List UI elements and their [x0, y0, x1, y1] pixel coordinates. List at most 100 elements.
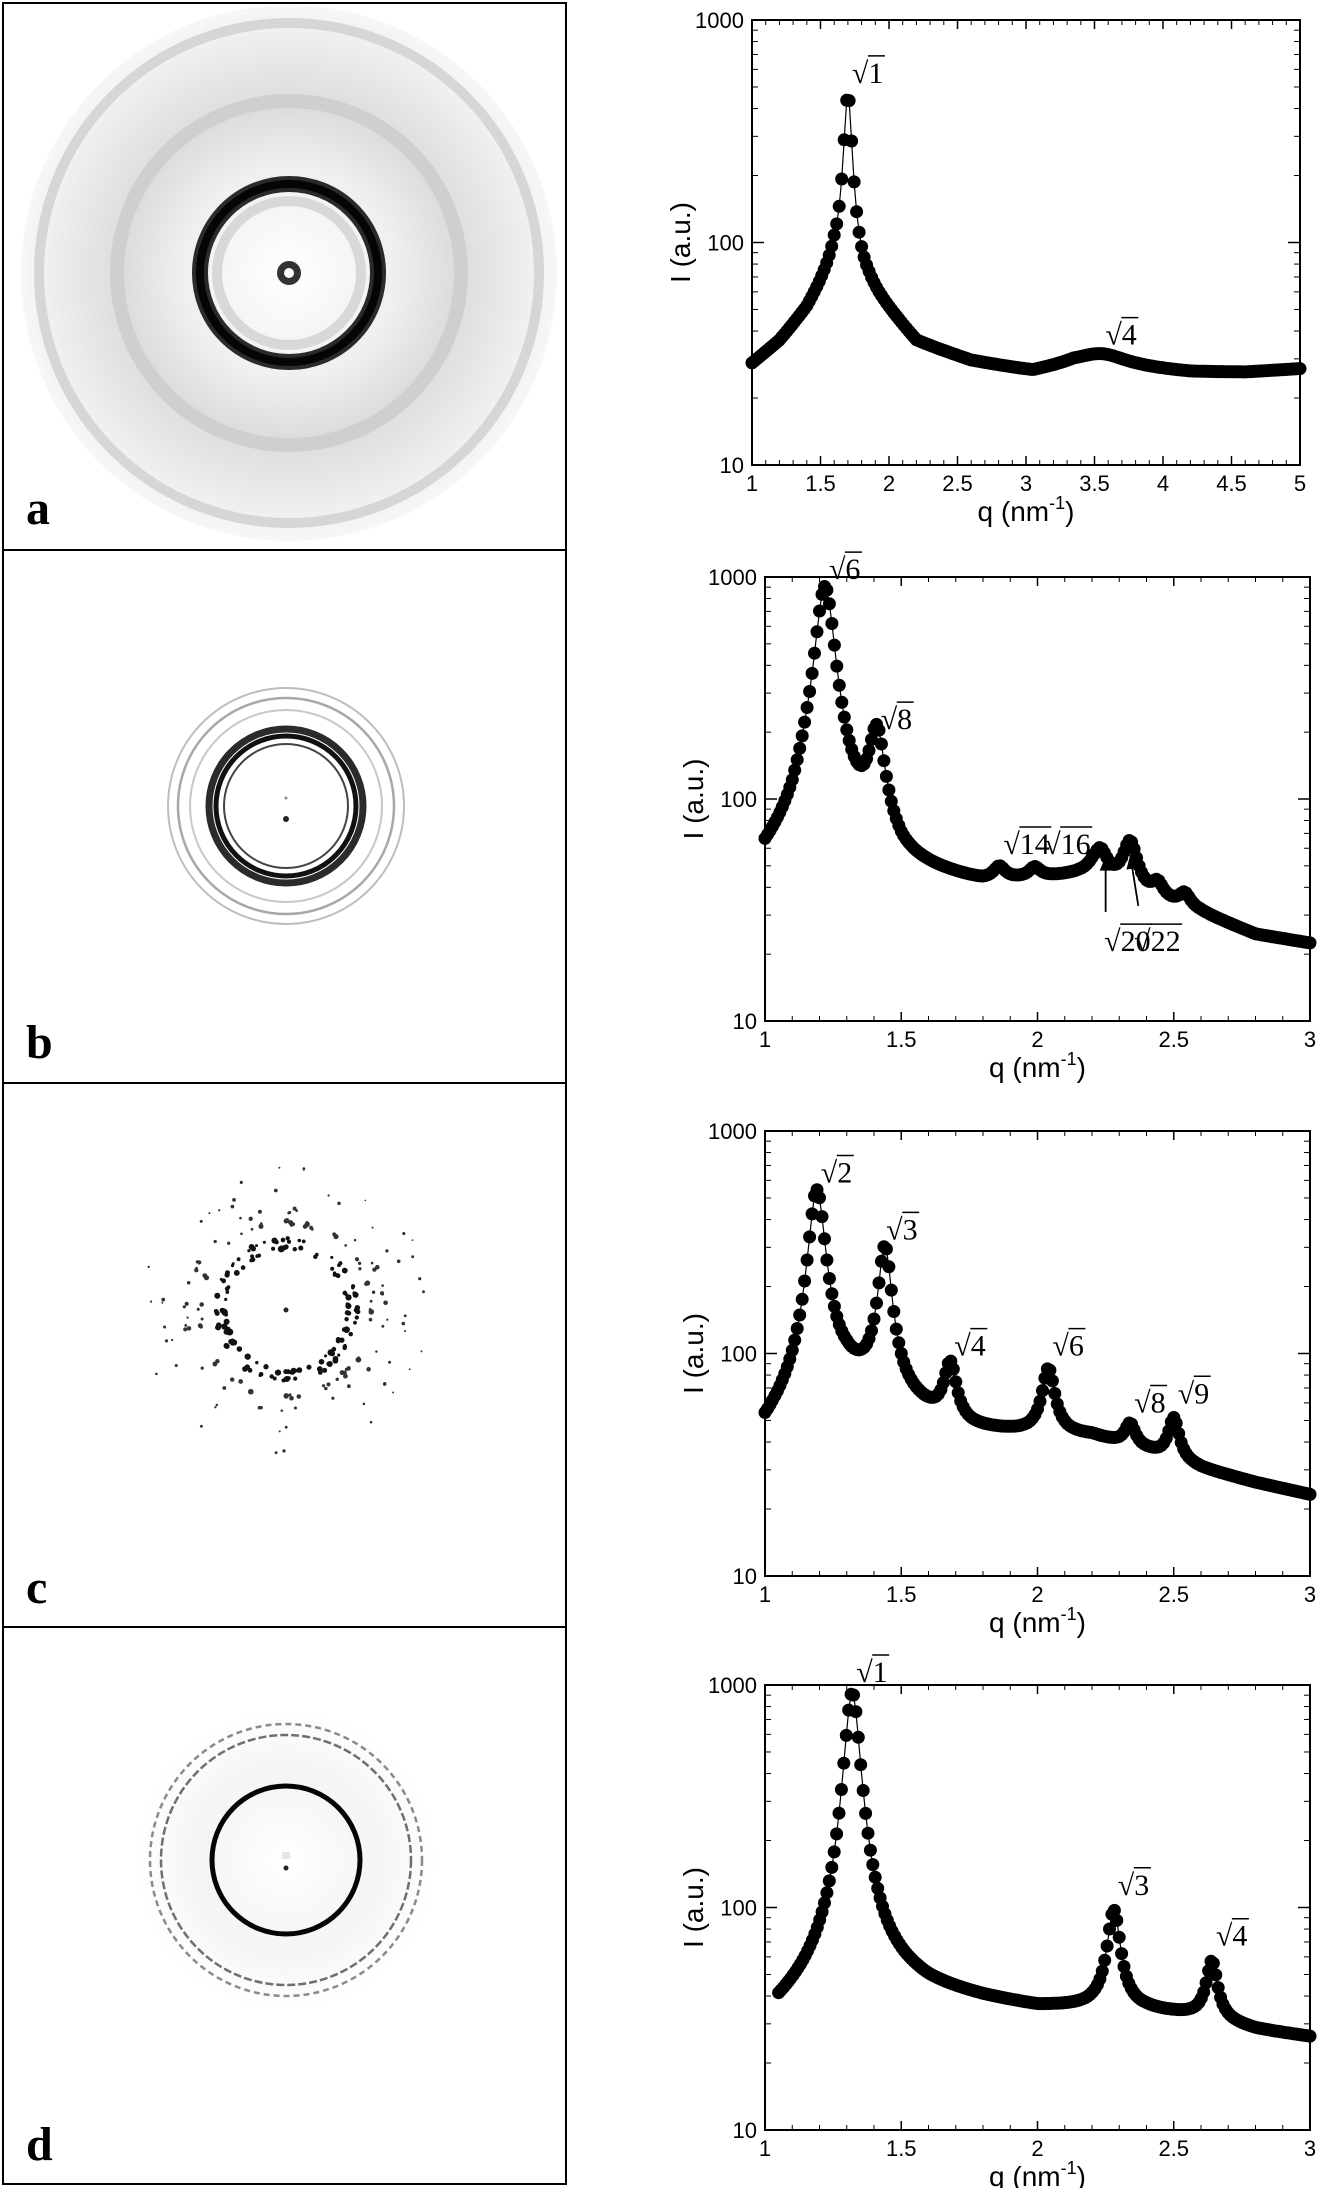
- diffraction-spot: [411, 1255, 415, 1259]
- diffraction-spot: [332, 1355, 339, 1362]
- diffraction-spot: [240, 1265, 246, 1270]
- plot-panel-b: 1 1.5 2 2.5 3 10 100 1000 q (nm-1) I (a.u.) √6 √8 √1…: [678, 551, 1317, 1083]
- data-point: [847, 175, 861, 189]
- diffraction-spot: [289, 1395, 294, 1401]
- diffraction-spot: [229, 1377, 235, 1382]
- diffraction-spot: [344, 1244, 348, 1247]
- ring-a-outer-1: [110, 94, 468, 452]
- x-axis-label: q (nm-1): [989, 1049, 1086, 1083]
- plot-panel-d: 1 1.5 2 2.5 3 10 100 1000 q (nm-1) I (a.u.) √1 √3 √4: [678, 1654, 1317, 2188]
- diffraction-spot: [294, 1369, 298, 1373]
- diffraction-spot: [199, 1219, 203, 1223]
- diffraction-spot: [371, 1290, 376, 1294]
- x-tick-label: 1.5: [805, 471, 836, 496]
- diffraction-spot: [280, 1237, 286, 1243]
- diffraction-spot: [164, 1339, 169, 1343]
- data-point: [818, 1896, 831, 1910]
- pattern-panel-d: d: [2, 1626, 567, 2185]
- diffraction-spot: [219, 1277, 223, 1281]
- x-tick-label: 1: [759, 2136, 771, 2161]
- diffraction-spot: [381, 1293, 385, 1296]
- y-tick-label: 1000: [708, 1119, 757, 1144]
- panel-letter-a: a: [26, 482, 50, 535]
- diffraction-spot: [346, 1310, 352, 1316]
- y-tick-label: 1000: [708, 565, 757, 590]
- beamstop-a-center: [284, 268, 294, 278]
- diffraction-spot: [174, 1363, 178, 1368]
- data-point: [832, 199, 846, 213]
- data-point: [851, 1730, 865, 1744]
- diffraction-spot: [230, 1204, 235, 1209]
- data-point: [800, 701, 814, 714]
- diffraction-spot: [366, 1367, 371, 1372]
- data-point: [1303, 2029, 1317, 2043]
- diffraction-spot: [161, 1297, 166, 1302]
- diffraction-spot: [329, 1350, 336, 1357]
- data-point: [835, 172, 849, 186]
- data-point: [1117, 1960, 1131, 1973]
- diffraction-spot: [200, 1317, 204, 1321]
- beam-spot-b: [283, 816, 289, 822]
- diffraction-spot: [269, 1374, 274, 1379]
- diffraction-spot: [339, 1338, 344, 1343]
- diffraction-spot: [386, 1318, 389, 1321]
- diffraction-spot: [326, 1361, 331, 1366]
- y-tick-label: 100: [707, 231, 744, 256]
- diffraction-spot: [274, 1369, 282, 1376]
- diffraction-spot: [343, 1373, 348, 1379]
- data-point: [845, 134, 859, 148]
- diffraction-spot: [223, 1318, 230, 1325]
- diffraction-spot: [286, 1239, 292, 1244]
- diffraction-spot: [381, 1284, 384, 1287]
- data-point: [1199, 1976, 1213, 1990]
- peak-annotation: √2: [821, 1157, 852, 1190]
- data-point: [822, 597, 836, 611]
- diffraction-spot: [239, 1180, 243, 1184]
- data-point: [949, 1375, 963, 1389]
- diffraction-spot: [297, 1238, 302, 1243]
- data-point: [866, 1858, 880, 1872]
- diffraction-spot: [223, 1329, 230, 1335]
- diffraction-spot: [344, 1292, 348, 1297]
- x-tick-label: 1.5: [886, 1027, 917, 1052]
- ring-b-3: [189, 709, 383, 903]
- beamstop-d: [282, 1852, 290, 1859]
- data-point: [837, 710, 851, 724]
- diffraction-spot: [259, 1222, 263, 1225]
- diffraction-spot: [161, 1301, 164, 1304]
- pattern-panel-b: b: [2, 549, 567, 1084]
- data-point: [827, 638, 841, 652]
- peak-annotation: √3: [886, 1213, 917, 1246]
- data-point: [832, 1806, 846, 1820]
- diffraction-spot: [345, 1294, 352, 1301]
- diffraction-spot: [327, 1194, 330, 1197]
- x-tick-label: 3: [1304, 2136, 1316, 2161]
- intensity-line: [778, 1693, 1311, 2037]
- diffraction-spot: [250, 1227, 254, 1231]
- diffraction-spot: [221, 1323, 228, 1330]
- data-point: [832, 678, 846, 692]
- data-point: [810, 625, 824, 639]
- data-point: [867, 1312, 881, 1326]
- peak-annotation: √16: [1044, 828, 1090, 861]
- data-point: [788, 763, 802, 777]
- ring-d-main: [209, 1783, 363, 1937]
- diffraction-spot: [247, 1367, 253, 1373]
- diffraction-spot: [290, 1370, 295, 1375]
- diffraction-spot: [337, 1201, 341, 1206]
- diffraction-spot: [283, 1393, 289, 1399]
- diffraction-spot: [346, 1304, 351, 1309]
- diffraction-spot: [155, 1372, 158, 1376]
- diffraction-spot: [197, 1260, 202, 1265]
- diffraction-spot: [348, 1331, 353, 1337]
- diffraction-spot: [298, 1245, 304, 1251]
- data-point: [825, 1860, 839, 1874]
- data-point: [856, 1784, 870, 1797]
- x-tick-label: 2: [1031, 1027, 1043, 1052]
- diffraction-spot: [317, 1370, 323, 1375]
- diffraction-spot: [236, 1257, 241, 1262]
- data-point: [884, 1283, 898, 1297]
- data-point: [834, 1783, 848, 1796]
- x-tick-label: 1: [759, 1027, 771, 1052]
- data-point: [887, 1305, 901, 1318]
